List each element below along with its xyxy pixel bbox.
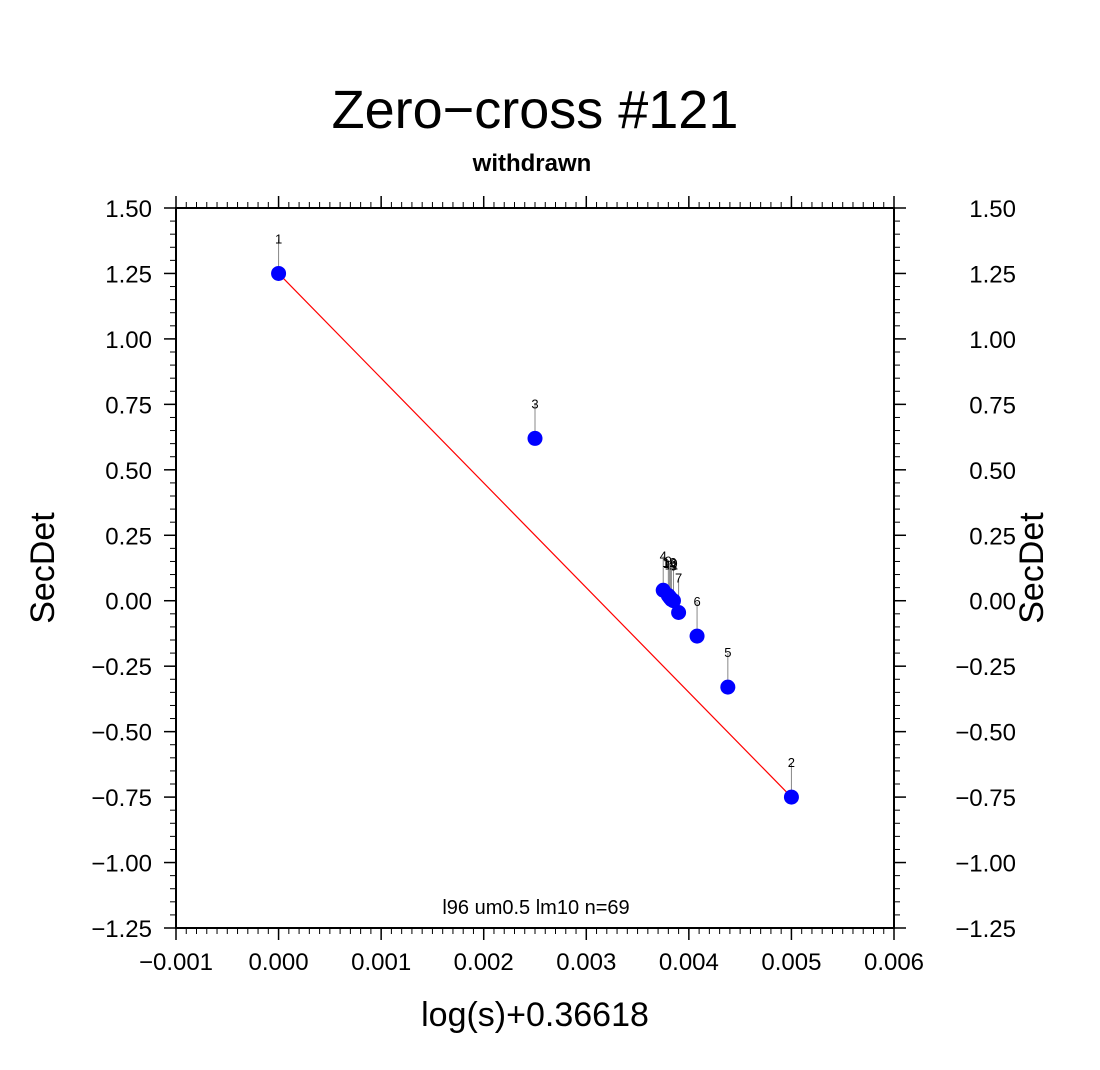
y-tick-label-right: 0.75 — [969, 392, 1016, 419]
y-axis-label-left: SecDet — [24, 512, 62, 624]
point-label: 1 — [275, 231, 282, 246]
y-tick-label-right: −0.25 — [955, 654, 1016, 681]
y-tick-label-left: 1.25 — [105, 261, 152, 288]
y-tick-label-left: 1.00 — [105, 327, 152, 354]
annotation-text: l96 um0.5 lm10 n=69 — [442, 897, 629, 919]
point-label: 7 — [675, 571, 682, 586]
y-axis-label-right: SecDet — [1013, 512, 1051, 624]
fit-line — [278, 273, 792, 798]
x-axis-label: log(s)+0.36618 — [421, 996, 649, 1034]
point-label: 8 — [670, 559, 677, 574]
point-label: 6 — [693, 594, 700, 609]
x-tick-label: 0.005 — [761, 949, 821, 976]
y-tick-label-left: −0.75 — [91, 785, 152, 812]
y-tick-label-left: 0.50 — [105, 458, 152, 485]
y-tick-label-right: 1.25 — [969, 261, 1016, 288]
point-label: 12 — [662, 555, 676, 570]
point-label: 3 — [531, 396, 538, 411]
x-tick-label: 0.003 — [556, 949, 616, 976]
tick-labels: −0.001 0.000 0.001 0.002 0.003 0.004 0.005 0.00… — [91, 196, 1016, 976]
y-tick-label-left: 1.50 — [105, 196, 152, 223]
data-point — [661, 589, 677, 605]
data-point — [271, 265, 287, 281]
y-tick-label-left: −1.25 — [91, 916, 152, 943]
point-label: 9 — [665, 553, 672, 568]
y-tick-label-left: 0.75 — [105, 392, 152, 419]
x-tick-label: 0.001 — [351, 949, 411, 976]
chart-title: Zero−cross #121 — [332, 80, 739, 140]
minor-ticks — [170, 202, 900, 934]
point-label: 4 — [660, 548, 667, 563]
x-tick-label: 0.000 — [249, 949, 309, 976]
data-point — [783, 789, 799, 805]
y-tick-label-left: 0.25 — [105, 523, 152, 550]
y-tick-label-left: −0.25 — [91, 654, 152, 681]
y-tick-label-right: 1.00 — [969, 327, 1016, 354]
y-tick-label-left: −1.00 — [91, 851, 152, 878]
point-label: 2 — [788, 755, 795, 770]
point-label: 10 — [663, 556, 677, 571]
point-label: 5 — [724, 645, 731, 660]
y-tick-label-right: 1.50 — [969, 196, 1016, 223]
y-tick-label-right: −0.75 — [955, 785, 1016, 812]
y-tick-label-right: 0.00 — [969, 589, 1016, 616]
x-tick-label: 0.006 — [864, 949, 924, 976]
x-tick-label: 0.004 — [659, 949, 719, 976]
point-label: 11 — [665, 557, 679, 572]
y-tick-label-right: 0.50 — [969, 458, 1016, 485]
chart-subtitle: withdrawn — [472, 150, 592, 177]
x-tick-label: −0.001 — [139, 949, 213, 976]
y-tick-label-right: −1.00 — [955, 851, 1016, 878]
y-tick-label-right: 0.25 — [969, 523, 1016, 550]
data-point — [689, 628, 705, 644]
y-tick-label-right: −0.50 — [955, 720, 1016, 747]
y-tick-label-left: −0.50 — [91, 720, 152, 747]
data-point — [671, 605, 687, 621]
major-ticks — [164, 196, 906, 940]
data-point — [720, 679, 736, 695]
plot-frame — [175, 207, 895, 929]
y-tick-label-right: −1.25 — [955, 916, 1016, 943]
data-point — [527, 430, 543, 446]
y-tick-label-left: 0.00 — [105, 589, 152, 616]
x-tick-label: 0.002 — [454, 949, 514, 976]
